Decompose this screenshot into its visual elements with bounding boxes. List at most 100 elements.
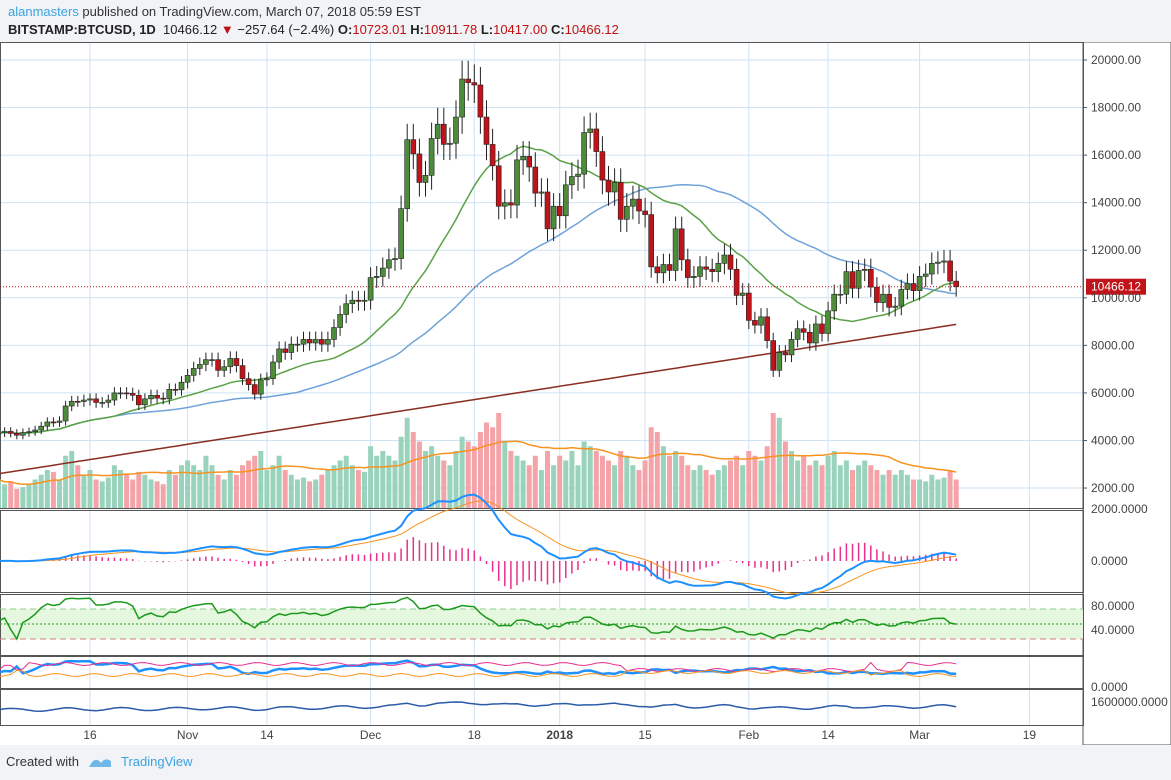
volume-bar: [142, 474, 148, 508]
volume-bar: [484, 422, 489, 508]
candle-down: [526, 156, 533, 168]
candle-down: [764, 316, 770, 341]
volume-bar: [355, 470, 361, 508]
candle-down: [7, 431, 14, 434]
candle-up: [227, 358, 234, 368]
pane5-axis-label: 1600000.0000: [1091, 695, 1168, 709]
candle-up: [379, 267, 386, 277]
candle-down: [416, 153, 423, 183]
tradingview-link[interactable]: TradingView: [120, 754, 193, 769]
tradingview-logo-icon: [88, 758, 111, 767]
close-label: C:: [550, 22, 565, 37]
candle-up: [349, 299, 356, 305]
volume-bar: [813, 460, 819, 508]
candle-down: [75, 400, 81, 403]
candle-down: [544, 191, 551, 230]
candle-down: [709, 268, 716, 272]
candle-up: [611, 182, 618, 193]
volume-bar: [325, 470, 331, 508]
time-axis-label: Dec: [360, 728, 381, 742]
volume-bar: [843, 460, 849, 508]
chart-area[interactable]: 10466.12 20000.00 18000.00 16000.00 14000.00…: [0, 41, 1171, 746]
candle-up: [672, 228, 679, 271]
volume-bar: [0, 479, 1, 508]
volume-bar: [715, 470, 721, 508]
candle-up: [343, 303, 350, 315]
volume-bar: [691, 470, 697, 508]
volume-bar: [282, 470, 288, 508]
rsi-axis-label: 80.0000: [1091, 599, 1135, 613]
volume-bar: [166, 470, 172, 508]
candle-up: [111, 392, 118, 401]
candle-up: [300, 339, 307, 345]
candle-down: [806, 331, 813, 344]
volume-bar: [32, 479, 38, 508]
volume-bar: [398, 436, 404, 508]
candle-up: [62, 405, 69, 422]
volume-bar: [105, 477, 111, 508]
candle-up: [56, 420, 63, 423]
close-value: 10466.12: [564, 22, 619, 37]
volume-bar: [215, 474, 221, 508]
time-axis-label: 14: [260, 728, 274, 742]
candle-up: [26, 431, 32, 433]
di-minus-line: [0, 669, 957, 678]
volume-bar: [349, 465, 355, 508]
volume-bar: [374, 455, 380, 508]
volume-bar: [172, 474, 178, 508]
volume-bar: [947, 470, 953, 508]
volume-ma-line: [0, 440, 957, 485]
candle-up: [325, 339, 331, 345]
candle-up: [514, 159, 520, 206]
volume-bar: [831, 451, 837, 508]
volume-bar: [38, 474, 44, 508]
candle-down: [556, 205, 563, 217]
candle-up: [99, 402, 105, 404]
volume-bar: [660, 446, 666, 508]
volume-bar: [917, 479, 923, 508]
volume-bar: [746, 451, 752, 508]
candle-down: [477, 84, 484, 118]
candle-up: [117, 392, 124, 395]
publish-text: published on TradingView.com, March 07, …: [78, 4, 422, 19]
rsi-line: [0, 596, 957, 641]
candle-up: [660, 264, 667, 274]
volume-bar: [203, 455, 209, 508]
volume-bar: [26, 484, 32, 508]
volume-bar: [923, 481, 929, 508]
chart-canvas[interactable]: 10466.12 20000.00 18000.00 16000.00 14000.00…: [0, 41, 1171, 746]
candle-down: [770, 340, 777, 371]
volume-bar: [227, 470, 233, 508]
candle-down: [282, 348, 289, 353]
adx-line: [0, 659, 957, 676]
volume-bar: [801, 455, 807, 508]
price-axis-label: 2000.00: [1091, 481, 1135, 495]
volume-bar: [685, 465, 691, 508]
publish-info: alanmasters published on TradingView.com…: [8, 4, 421, 19]
volume-bar: [709, 474, 715, 508]
candle-up: [1, 431, 8, 434]
candle-down: [233, 358, 240, 366]
volume-bar: [453, 451, 459, 508]
volume-bar: [93, 479, 99, 508]
candle-down: [495, 165, 502, 207]
candle-up: [831, 293, 838, 312]
author-link[interactable]: alanmasters: [8, 4, 79, 19]
candle-up: [928, 263, 935, 275]
volume-bar: [337, 460, 343, 508]
candle-down: [14, 433, 20, 436]
candle-down: [355, 299, 362, 302]
candle-up: [404, 139, 411, 209]
candle-up: [550, 205, 557, 230]
volume-bar: [697, 465, 703, 508]
volume-bar: [520, 460, 526, 508]
time-axis-label: 16: [83, 728, 97, 742]
volume-bar: [758, 460, 764, 508]
volume-bar: [252, 455, 258, 508]
candle-down: [666, 264, 673, 271]
volume-bar: [532, 455, 538, 508]
candle-down: [874, 286, 880, 303]
candle-up: [941, 260, 947, 263]
volume-bar: [599, 455, 605, 508]
time-axis-label: 19: [1023, 728, 1037, 742]
